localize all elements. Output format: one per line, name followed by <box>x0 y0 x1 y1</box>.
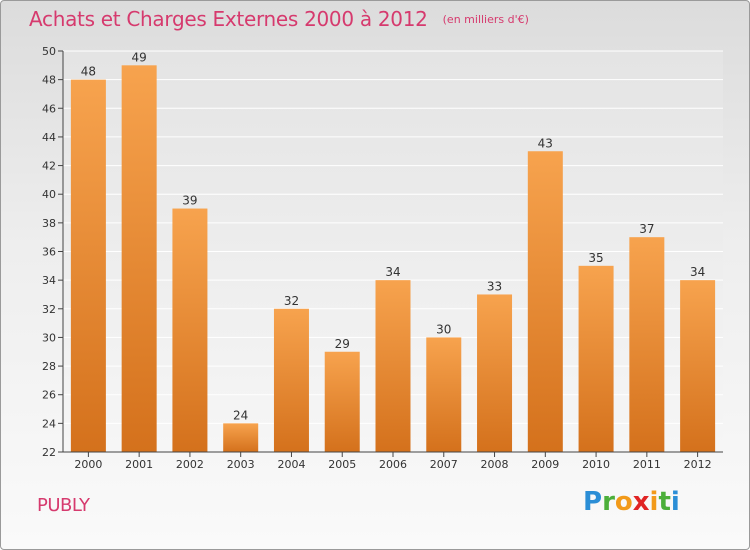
x-tick-label: 2003 <box>227 458 255 471</box>
y-tick-label: 50 <box>42 45 56 58</box>
y-tick-label: 40 <box>42 188 56 201</box>
y-tick-label: 46 <box>42 102 56 115</box>
bar-value-label: 32 <box>284 294 299 308</box>
y-tick-label: 24 <box>42 417 56 430</box>
bar-value-label: 24 <box>233 408 248 422</box>
bar-value-label: 37 <box>639 222 654 236</box>
bar-2009 <box>527 151 563 452</box>
y-tick-label: 30 <box>42 331 56 344</box>
bar-2010 <box>578 265 614 452</box>
bar-value-label: 48 <box>81 65 96 79</box>
bar-value-labels: 48 49 39 24 32 29 34 30 33 43 35 37 34 <box>81 50 706 422</box>
y-tick-label: 34 <box>42 274 56 287</box>
y-tick-label: 26 <box>42 389 56 402</box>
bar-value-label: 34 <box>690 265 705 279</box>
x-tick-label: 2011 <box>633 458 661 471</box>
bar-value-label: 30 <box>436 322 451 336</box>
y-tick-label: 38 <box>42 217 56 230</box>
bars <box>70 65 716 453</box>
y-tick-label: 32 <box>42 303 56 316</box>
chart-subtitle: (en milliers d'€) <box>442 13 529 26</box>
x-tick-label: 2010 <box>582 458 610 471</box>
bar-2005 <box>324 351 360 452</box>
bar-2001 <box>121 65 157 453</box>
y-tick-label: 28 <box>42 360 56 373</box>
title-row: Achats et Charges Externes 2000 à 2012 (… <box>29 7 529 31</box>
bar-value-label: 43 <box>538 136 553 150</box>
bar-value-label: 39 <box>182 194 197 208</box>
bar-2007 <box>426 337 462 452</box>
bar-2003 <box>223 423 259 452</box>
bar-value-label: 33 <box>487 279 502 293</box>
bar-2000 <box>70 79 106 453</box>
y-tick-label: 42 <box>42 160 56 173</box>
x-tick-label: 2005 <box>328 458 356 471</box>
x-tick-label: 2009 <box>531 458 559 471</box>
y-tick-label: 22 <box>42 446 56 459</box>
bar-2004 <box>273 308 309 452</box>
bar-2008 <box>477 294 513 452</box>
y-axis: 22 24 26 28 30 32 34 36 38 40 42 44 46 48 50 <box>42 45 64 459</box>
bar-2006 <box>375 280 411 452</box>
x-axis: 2000 2001 2002 2003 2004 2005 2006 2007 2008 2009… <box>63 451 723 471</box>
bar-2002 <box>172 208 208 452</box>
bar-value-label: 29 <box>335 337 350 351</box>
bar-value-label: 35 <box>588 251 603 265</box>
bar-value-label: 34 <box>385 265 400 279</box>
x-tick-label: 2000 <box>74 458 102 471</box>
x-tick-label: 2012 <box>684 458 712 471</box>
place-name: PUBLY <box>37 495 90 516</box>
x-tick-label: 2006 <box>379 458 407 471</box>
y-tick-label: 44 <box>42 131 56 144</box>
bar-2012 <box>680 280 716 452</box>
proxiti-logo: Proxiti <box>583 487 680 517</box>
y-tick-label: 36 <box>42 246 56 259</box>
bar-2011 <box>629 237 665 452</box>
x-tick-label: 2007 <box>430 458 458 471</box>
x-tick-label: 2008 <box>481 458 509 471</box>
chart-title: Achats et Charges Externes 2000 à 2012 <box>29 7 428 31</box>
x-tick-label: 2002 <box>176 458 204 471</box>
y-tick-label: 48 <box>42 74 56 87</box>
bar-value-label: 49 <box>132 50 147 64</box>
x-tick-label: 2001 <box>125 458 153 471</box>
x-tick-label: 2004 <box>277 458 305 471</box>
